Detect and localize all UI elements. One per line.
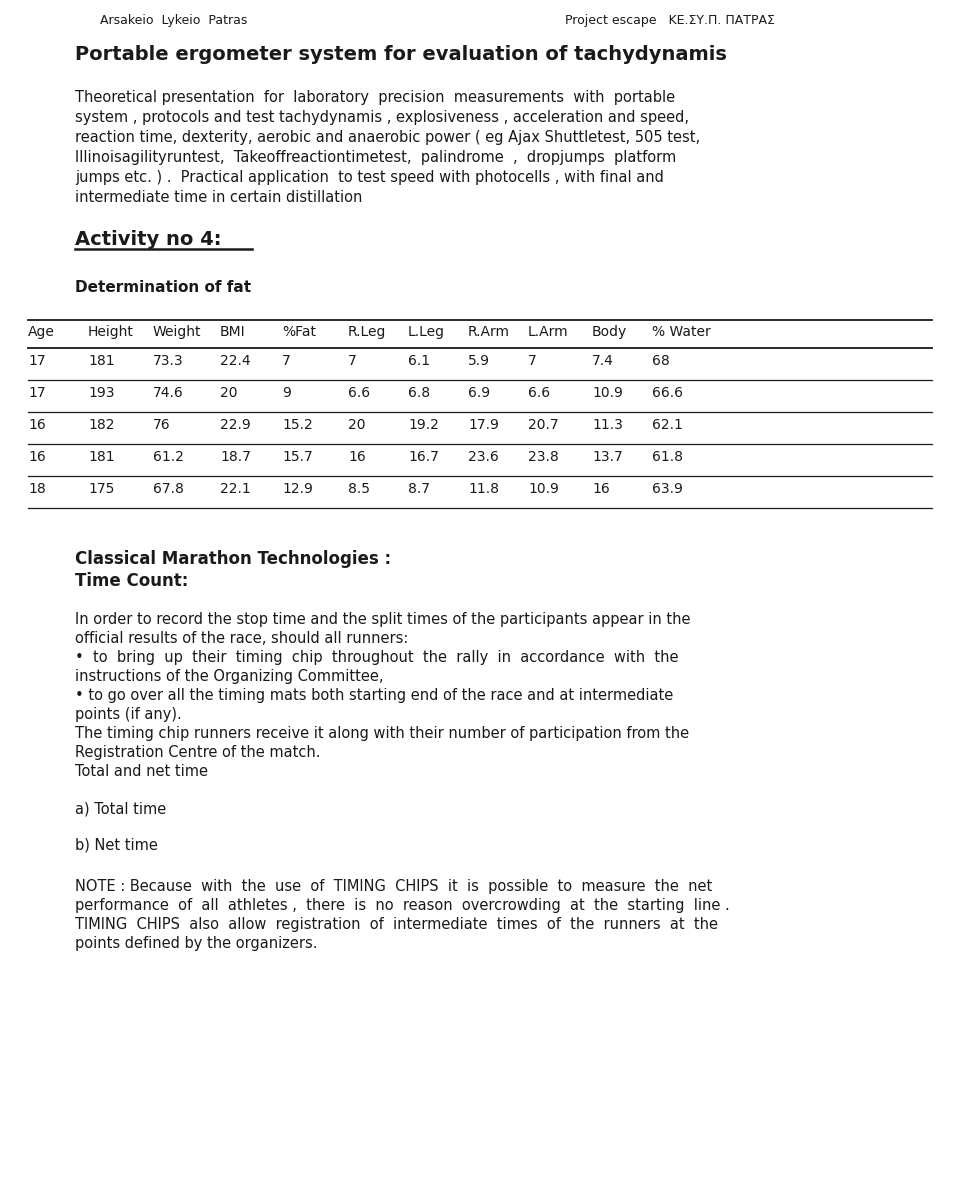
Text: Classical Marathon Technologies :: Classical Marathon Technologies :	[75, 550, 391, 568]
Text: 68: 68	[652, 354, 670, 368]
Text: 15.2: 15.2	[282, 418, 313, 432]
Text: Total and net time: Total and net time	[75, 764, 208, 778]
Text: 22.1: 22.1	[220, 481, 251, 496]
Text: instructions of the Organizing Committee,: instructions of the Organizing Committee…	[75, 670, 383, 684]
Text: R.Leg: R.Leg	[348, 325, 386, 340]
Text: 6.8: 6.8	[408, 386, 430, 400]
Text: % Water: % Water	[652, 325, 710, 340]
Text: 16: 16	[28, 450, 46, 464]
Text: Registration Centre of the match.: Registration Centre of the match.	[75, 745, 321, 759]
Text: Arsakeio  Lykeio  Patras: Arsakeio Lykeio Patras	[100, 14, 248, 27]
Text: Height: Height	[88, 325, 133, 340]
Text: Body: Body	[592, 325, 627, 340]
Text: Theoretical presentation  for  laboratory  precision  measurements  with  portab: Theoretical presentation for laboratory …	[75, 90, 675, 105]
Text: Activity no 4:: Activity no 4:	[75, 230, 222, 248]
Text: 66.6: 66.6	[652, 386, 683, 400]
Text: Project escape   ΚΕ.ΣΥ.Π. ΠΑΤΡΑΣ: Project escape ΚΕ.ΣΥ.Π. ΠΑΤΡΑΣ	[565, 14, 775, 27]
Text: 61.8: 61.8	[652, 450, 683, 464]
Text: 62.1: 62.1	[652, 418, 683, 432]
Text: 193: 193	[88, 386, 114, 400]
Text: 73.3: 73.3	[153, 354, 183, 368]
Text: 181: 181	[88, 354, 114, 368]
Text: 6.1: 6.1	[408, 354, 430, 368]
Text: 16: 16	[592, 481, 610, 496]
Text: 20: 20	[220, 386, 237, 400]
Text: 12.9: 12.9	[282, 481, 313, 496]
Text: jumps etc. ) .  Practical application  to test speed with photocells , with fina: jumps etc. ) . Practical application to …	[75, 170, 664, 185]
Text: 20.7: 20.7	[528, 418, 559, 432]
Text: 11.8: 11.8	[468, 481, 499, 496]
Text: The timing chip runners receive it along with their number of participation from: The timing chip runners receive it along…	[75, 726, 689, 741]
Text: BMI: BMI	[220, 325, 246, 340]
Text: points (if any).: points (if any).	[75, 707, 181, 722]
Text: 17: 17	[28, 386, 46, 400]
Text: •  to  bring  up  their  timing  chip  throughout  the  rally  in  accordance  w: • to bring up their timing chip througho…	[75, 649, 679, 665]
Text: Illinoisagilityruntest,  Takeoffreactiontimetest,  palindrome  ,  dropjumps  pla: Illinoisagilityruntest, Takeoffreactiont…	[75, 150, 676, 164]
Text: L.Leg: L.Leg	[408, 325, 445, 340]
Text: 8.7: 8.7	[408, 481, 430, 496]
Text: 76: 76	[153, 418, 171, 432]
Text: 7: 7	[282, 354, 291, 368]
Text: 10.9: 10.9	[592, 386, 623, 400]
Text: 6.9: 6.9	[468, 386, 491, 400]
Text: b) Net time: b) Net time	[75, 838, 157, 853]
Text: 9: 9	[282, 386, 291, 400]
Text: 22.9: 22.9	[220, 418, 251, 432]
Text: official results of the race, should all runners:: official results of the race, should all…	[75, 631, 408, 646]
Text: performance  of  all  athletes ,  there  is  no  reason  overcrowding  at  the  : performance of all athletes , there is n…	[75, 898, 730, 913]
Text: 182: 182	[88, 418, 114, 432]
Text: Age: Age	[28, 325, 55, 340]
Text: 6.6: 6.6	[348, 386, 371, 400]
Text: NOTE : Because  with  the  use  of  TIMING  CHIPS  it  is  possible  to  measure: NOTE : Because with the use of TIMING CH…	[75, 879, 712, 894]
Text: 7: 7	[348, 354, 357, 368]
Text: In order to record the stop time and the split times of the participants appear : In order to record the stop time and the…	[75, 612, 690, 627]
Text: Portable ergometer system for evaluation of tachydynamis: Portable ergometer system for evaluation…	[75, 45, 727, 64]
Text: 10.9: 10.9	[528, 481, 559, 496]
Text: 13.7: 13.7	[592, 450, 623, 464]
Text: Time Count:: Time Count:	[75, 573, 188, 590]
Text: 17.9: 17.9	[468, 418, 499, 432]
Text: R.Arm: R.Arm	[468, 325, 510, 340]
Text: 61.2: 61.2	[153, 450, 184, 464]
Text: 175: 175	[88, 481, 114, 496]
Text: 181: 181	[88, 450, 114, 464]
Text: 23.8: 23.8	[528, 450, 559, 464]
Text: 22.4: 22.4	[220, 354, 251, 368]
Text: reaction time, dexterity, aerobic and anaerobic power ( eg Ajax Shuttletest, 505: reaction time, dexterity, aerobic and an…	[75, 130, 700, 146]
Text: • to go over all the timing mats both starting end of the race and at intermedia: • to go over all the timing mats both st…	[75, 689, 673, 703]
Text: 16: 16	[28, 418, 46, 432]
Text: TIMING  CHIPS  also  allow  registration  of  intermediate  times  of  the  runn: TIMING CHIPS also allow registration of …	[75, 917, 718, 932]
Text: 7.4: 7.4	[592, 354, 613, 368]
Text: 23.6: 23.6	[468, 450, 499, 464]
Text: intermediate time in certain distillation: intermediate time in certain distillatio…	[75, 190, 362, 205]
Text: 5.9: 5.9	[468, 354, 490, 368]
Text: 16.7: 16.7	[408, 450, 439, 464]
Text: 74.6: 74.6	[153, 386, 183, 400]
Text: system , protocols and test tachydynamis , explosiveness , acceleration and spee: system , protocols and test tachydynamis…	[75, 110, 689, 125]
Text: 15.7: 15.7	[282, 450, 313, 464]
Text: L.Arm: L.Arm	[528, 325, 568, 340]
Text: points defined by the organizers.: points defined by the organizers.	[75, 936, 318, 951]
Text: 6.6: 6.6	[528, 386, 550, 400]
Text: %Fat: %Fat	[282, 325, 316, 340]
Text: 8.5: 8.5	[348, 481, 370, 496]
Text: 18: 18	[28, 481, 46, 496]
Text: 17: 17	[28, 354, 46, 368]
Text: 19.2: 19.2	[408, 418, 439, 432]
Text: 7: 7	[528, 354, 537, 368]
Text: a) Total time: a) Total time	[75, 801, 166, 816]
Text: Weight: Weight	[153, 325, 202, 340]
Text: Determination of fat: Determination of fat	[75, 280, 252, 295]
Text: 18.7: 18.7	[220, 450, 251, 464]
Text: 11.3: 11.3	[592, 418, 623, 432]
Text: 16: 16	[348, 450, 366, 464]
Text: 63.9: 63.9	[652, 481, 683, 496]
Text: 20: 20	[348, 418, 366, 432]
Text: 67.8: 67.8	[153, 481, 184, 496]
